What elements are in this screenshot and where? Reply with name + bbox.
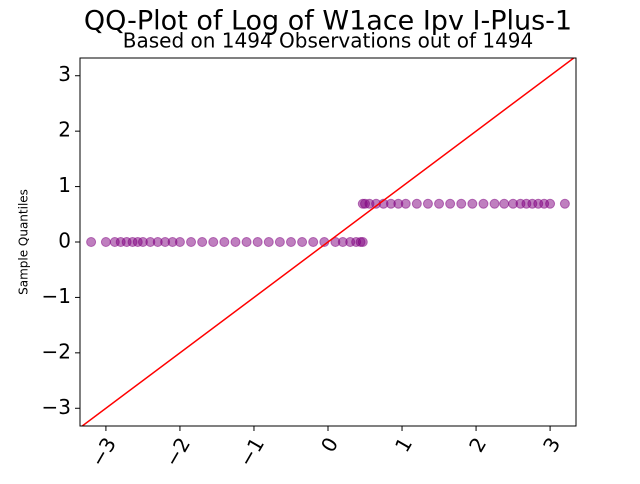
point bbox=[86, 237, 97, 247]
chart-title: QQ-Plot of Log of W1ace Ipv I-Plus-1 bbox=[84, 6, 572, 37]
point bbox=[308, 237, 319, 247]
x-tick-label: −3 bbox=[85, 433, 121, 471]
y-tick-label: 0 bbox=[58, 229, 71, 253]
y-tick-label: −2 bbox=[42, 339, 71, 363]
point bbox=[422, 198, 433, 209]
point bbox=[411, 198, 422, 209]
x-tick-label: 0 bbox=[316, 433, 343, 456]
point bbox=[445, 198, 456, 209]
y-tick-label: −1 bbox=[42, 284, 71, 308]
plot-frame bbox=[79, 57, 577, 427]
y-tick-label: 3 bbox=[58, 62, 71, 86]
point bbox=[186, 237, 197, 247]
plot-area bbox=[80, 58, 576, 426]
point bbox=[545, 198, 556, 209]
x-tick-label: 3 bbox=[538, 433, 565, 456]
x-tick-label: −1 bbox=[234, 433, 270, 471]
point bbox=[489, 198, 500, 209]
point bbox=[400, 198, 411, 209]
x-tick-label: 2 bbox=[464, 433, 491, 456]
point bbox=[456, 198, 467, 209]
point bbox=[241, 237, 252, 247]
point bbox=[219, 237, 230, 247]
point bbox=[357, 237, 368, 247]
point bbox=[252, 237, 263, 247]
point bbox=[285, 237, 296, 247]
y-tick-label: −3 bbox=[42, 395, 71, 419]
point bbox=[230, 237, 241, 247]
point bbox=[274, 237, 285, 247]
point bbox=[499, 198, 510, 209]
y-axis-label: Sample Quantiles bbox=[17, 189, 31, 295]
point bbox=[208, 237, 219, 247]
point bbox=[197, 237, 208, 247]
x-tick-label: 1 bbox=[390, 433, 417, 456]
point bbox=[559, 198, 570, 209]
point bbox=[100, 237, 111, 247]
point bbox=[297, 237, 308, 247]
y-tick-label: 1 bbox=[58, 173, 71, 197]
reference-line bbox=[80, 58, 576, 426]
y-tick-label: 2 bbox=[58, 118, 71, 142]
point bbox=[434, 198, 445, 209]
point bbox=[478, 198, 489, 209]
point bbox=[467, 198, 478, 209]
chart-subtitle: Based on 1494 Observations out of 1494 bbox=[123, 29, 534, 53]
point bbox=[263, 237, 274, 247]
x-tick-label: −2 bbox=[160, 433, 196, 471]
point bbox=[174, 237, 185, 247]
